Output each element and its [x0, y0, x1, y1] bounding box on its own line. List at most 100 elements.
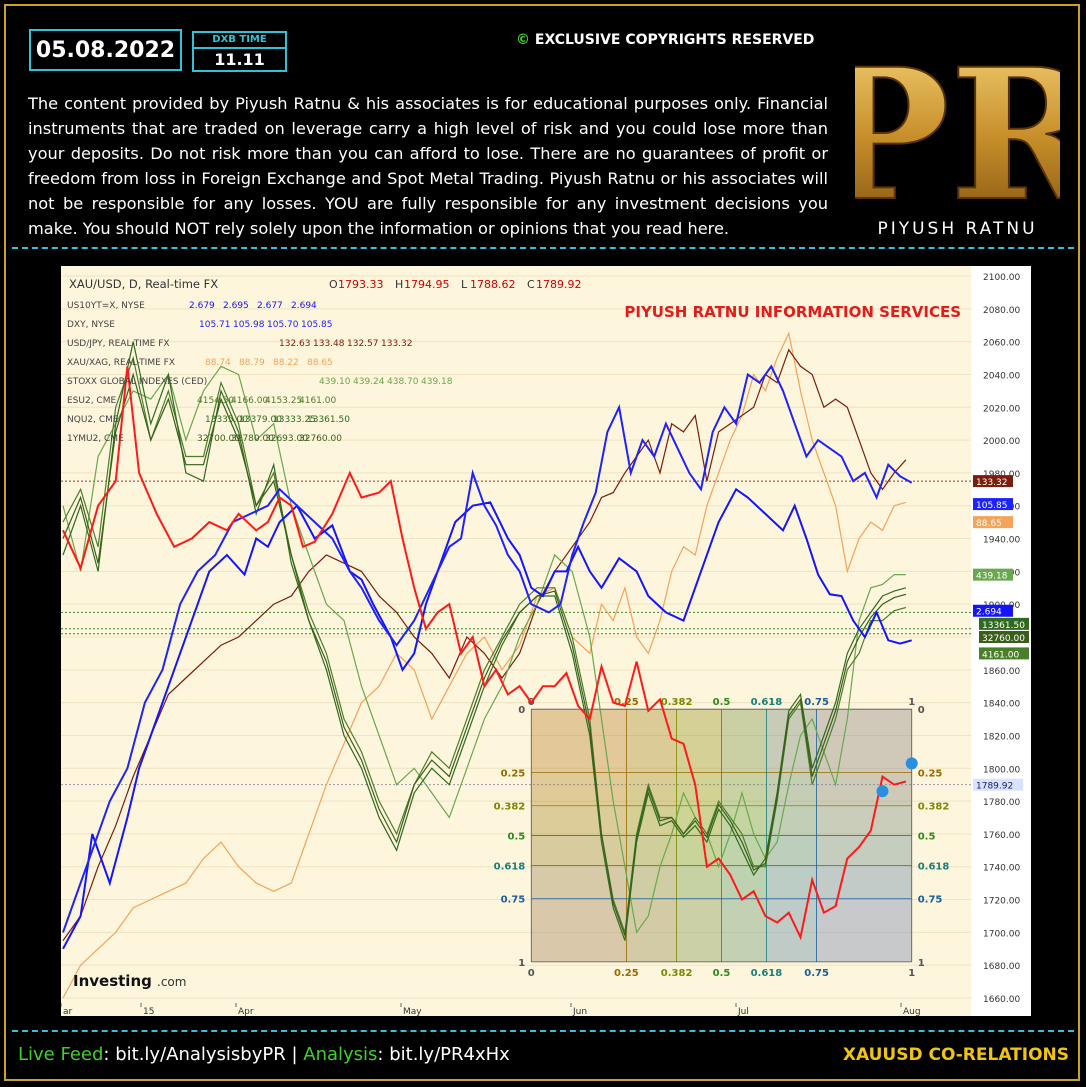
ohlc-key: L	[461, 278, 468, 291]
y-tick-label: 1780.00	[983, 798, 1020, 808]
date-value: 05.08.2022	[35, 37, 176, 63]
series-line	[62, 365, 906, 934]
x-tick-label: ar	[63, 1007, 73, 1016]
y-tick-label: 1740.00	[983, 864, 1020, 874]
ohlc-value: 1794.95	[404, 278, 450, 291]
live-feed-link[interactable]: : bit.ly/AnalysisbyPR |	[103, 1044, 304, 1065]
fib-right-label: 0	[918, 705, 925, 716]
correlation-chart: 1660.00 1680.00 1700.00 1720.00 1740.00 1760.…	[60, 266, 1031, 1017]
ohlc-value: 1789.92	[536, 278, 582, 291]
series-line	[62, 487, 912, 950]
bottom-divider	[12, 1030, 1074, 1032]
outer-frame	[4, 4, 1080, 1081]
price-tag	[979, 647, 1029, 660]
investing-logo: Investing .com	[73, 972, 186, 990]
fib-bottom-label: 0.618	[751, 968, 783, 979]
fib-right-label: 0.382	[918, 802, 950, 813]
x-tick-label: 15	[143, 1007, 154, 1016]
fib-bottom-label: 0	[528, 968, 535, 979]
main-symbol: XAU/USD, D, Real-time FX	[69, 277, 218, 291]
x-tick-label: Jul	[737, 1007, 749, 1016]
price-tag-label: 1789.92	[976, 782, 1013, 792]
legend-value: 32780.00	[231, 434, 274, 444]
series-line	[62, 341, 907, 941]
y-tick-label: 1660.00	[983, 995, 1020, 1005]
x-tick-label: Apr	[238, 1007, 254, 1016]
copyright-notice: © EXCLUSIVE COPYRIGHTS RESERVED	[516, 32, 814, 48]
y-tick-label: 1680.00	[983, 962, 1020, 972]
legend-value: 88.22	[273, 358, 299, 368]
price-tag-label: 32760.00	[982, 634, 1025, 644]
fib-top-label: 0.5	[713, 697, 731, 708]
ohlc-key: O	[329, 278, 338, 291]
legend-value: 13335.00	[205, 415, 248, 425]
analysis-link[interactable]: : bit.ly/PR4xHx	[377, 1044, 510, 1065]
price-tag	[973, 568, 1013, 581]
legend-value: 105.85	[301, 320, 333, 330]
series-line	[62, 355, 907, 933]
legend-value: 88.74	[205, 358, 231, 368]
time-label: DXB TIME	[194, 33, 285, 49]
legend-value: 132.57	[347, 339, 379, 349]
fib-top-label: 1	[908, 697, 915, 708]
y-tick-label: 1860.00	[983, 667, 1020, 677]
pr-logo: PR	[855, 29, 1060, 242]
price-tag	[973, 604, 1013, 617]
legend-value: 105.98	[233, 320, 265, 330]
top-divider	[12, 247, 1074, 249]
price-tag-label: 2.694	[976, 608, 1002, 618]
price-tag	[973, 475, 1013, 488]
legend-name: US10YT=X, NYSE	[67, 301, 145, 311]
disclaimer-text: The content provided by Piyush Ratnu & h…	[28, 94, 828, 238]
y-tick-label: 2040.00	[983, 371, 1020, 381]
legend-value: 13333.25	[273, 415, 316, 425]
x-tick-label: May	[403, 1007, 422, 1016]
chart-watermark: PIYUSH RATNU INFORMATION SERVICES	[624, 303, 961, 321]
y-tick-label: 2020.00	[983, 404, 1020, 414]
y-tick-label: 1720.00	[983, 897, 1020, 907]
ohlc-key: C	[527, 278, 535, 291]
pivot-marker	[905, 757, 918, 770]
legend-value: 4153.25	[265, 396, 302, 406]
ohlc-key: H	[395, 278, 403, 291]
legend-value: 132.63	[279, 339, 311, 349]
footer-links: Live Feed: bit.ly/AnalysisbyPR | Analysi…	[18, 1044, 510, 1065]
fib-bottom-label: 0.75	[804, 968, 829, 979]
fib-right-label: 0.75	[918, 895, 943, 906]
legend-value: 105.71	[199, 320, 231, 330]
fib-left-label: 0	[518, 705, 525, 716]
legend-name: 1YMU2, CME	[67, 434, 124, 444]
price-tag	[973, 498, 1013, 511]
legend-value: 2.677	[257, 301, 283, 311]
legend-name: XAU/XAG, REAL-TIME FX	[67, 358, 175, 368]
fib-top-label: 0.75	[804, 697, 829, 708]
ohlc-value: 1788.62	[470, 278, 516, 291]
y-tick-label: 1800.00	[983, 765, 1020, 775]
fib-bottom-label: 1	[908, 968, 915, 979]
y-tick-label: 2000.00	[983, 437, 1020, 447]
logo-monogram: PR	[855, 30, 1060, 241]
legend-value: 439.10	[319, 377, 351, 387]
legend-name: USD/JPY, REAL-TIME FX	[67, 339, 170, 349]
price-tag	[979, 617, 1029, 630]
fib-left-label: 0.382	[494, 802, 526, 813]
legend-value: 32760.00	[299, 434, 342, 444]
series-line	[62, 366, 907, 941]
investing-suffix: .com	[157, 975, 186, 989]
fib-bottom-label: 0.382	[661, 968, 693, 979]
price-tag-label: 439.18	[976, 572, 1008, 582]
time-box: DXB TIME 11.11	[192, 31, 287, 72]
fib-left-label: 1	[518, 958, 525, 969]
price-tag	[973, 778, 1023, 791]
x-tick-label: Jun	[572, 1007, 587, 1016]
y-tick-label: 2100.00	[983, 273, 1020, 283]
legend-value: 88.79	[239, 358, 265, 368]
legend-value: 439.24	[353, 377, 385, 387]
x-tick-label: Aug	[903, 1007, 921, 1016]
chart-area: 1660.00 1680.00 1700.00 1720.00 1740.00 1760.…	[60, 266, 1031, 1017]
legend-value: 2.695	[223, 301, 249, 311]
legend-value: 4161.00	[299, 396, 336, 406]
y-tick-label: 1760.00	[983, 831, 1020, 841]
fib-left-label: 0.75	[501, 895, 526, 906]
legend-value: 4166.00	[231, 396, 268, 406]
